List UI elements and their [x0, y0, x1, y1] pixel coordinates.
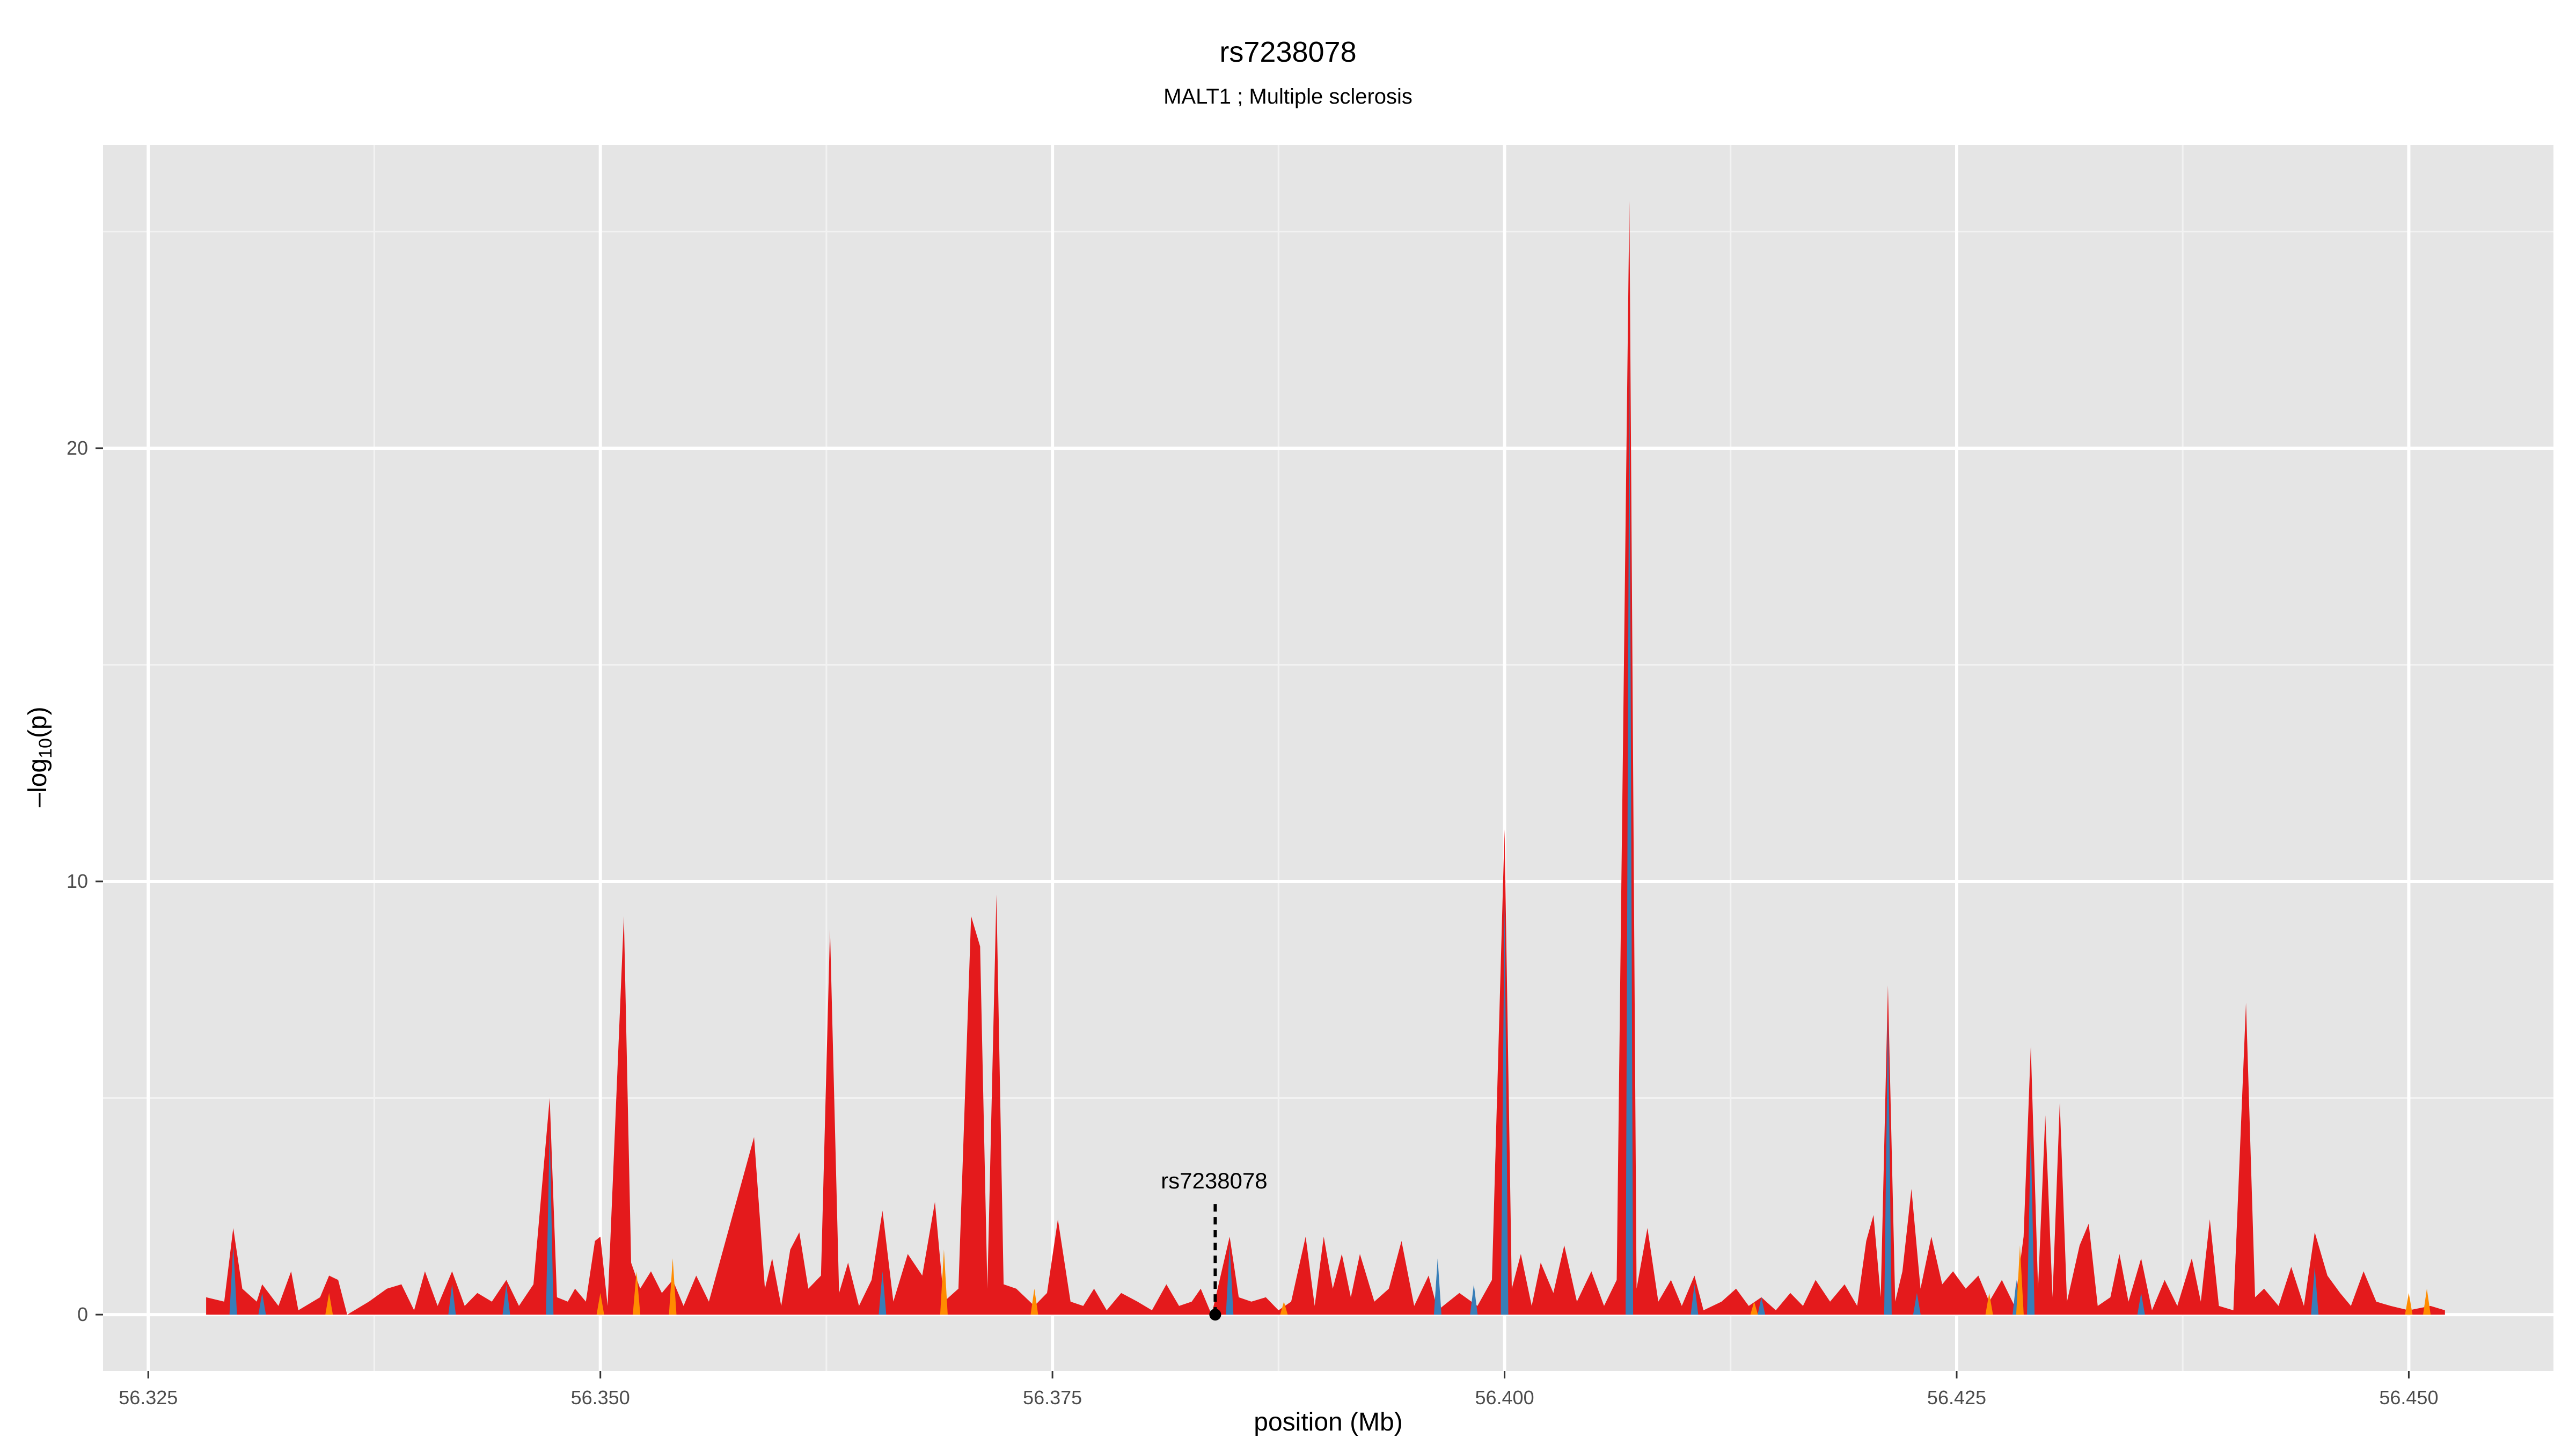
- series-spike-blue: [546, 1128, 554, 1315]
- series-spike-blue: [1470, 1284, 1478, 1315]
- series-spike-blue: [879, 1271, 887, 1315]
- series-spike-blue: [258, 1293, 266, 1315]
- series-spike-orange: [325, 1293, 333, 1315]
- series-spike-orange: [1030, 1288, 1038, 1315]
- x-tick-label: 56.400: [1475, 1387, 1534, 1409]
- x-tick-label: 56.450: [2379, 1387, 2438, 1409]
- x-tick-label: 56.425: [1927, 1387, 1986, 1409]
- series-spike-blue: [1758, 1297, 1766, 1315]
- series-spike-blue: [1501, 903, 1509, 1315]
- y-axis-label-suffix: (p): [24, 706, 52, 738]
- plot-panel-background: [103, 145, 2553, 1371]
- y-axis-label-prefix: –log: [24, 758, 52, 807]
- series-spike-orange: [596, 1293, 604, 1315]
- series-spike-blue: [1884, 1016, 1892, 1315]
- series-spike-blue: [2027, 1133, 2035, 1315]
- y-axis-label: –log10(p): [24, 706, 56, 807]
- y-axis: 0 10 20: [67, 437, 103, 1325]
- series-spike-orange: [2405, 1293, 2413, 1315]
- series-layer: [206, 201, 2445, 1315]
- series-spike-blue: [1226, 1245, 1234, 1315]
- series-spike-blue: [1913, 1293, 1921, 1315]
- series-spike-orange: [940, 1250, 948, 1315]
- chart-title: rs7238078: [1219, 36, 1356, 68]
- annotation-point: [1209, 1309, 1221, 1321]
- series-spike-orange: [1750, 1301, 1758, 1315]
- series-spike-orange: [1280, 1301, 1288, 1315]
- x-tick-label: 56.325: [119, 1387, 178, 1409]
- series-spike-orange: [669, 1258, 677, 1315]
- y-axis-label-subscript: 10: [35, 738, 56, 758]
- series-spike-orange: [1985, 1293, 1993, 1315]
- series-spike-blue: [2137, 1293, 2145, 1315]
- annotation-label: rs7238078: [1161, 1168, 1268, 1193]
- x-axis-label: position (Mb): [1254, 1408, 1402, 1436]
- series-spike-blue: [448, 1284, 456, 1315]
- series-spike-blue: [2311, 1267, 2319, 1315]
- series-spike-blue: [502, 1284, 510, 1315]
- x-tick-label: 56.375: [1023, 1387, 1082, 1409]
- series-spike-blue: [229, 1245, 237, 1315]
- series-spike-orange: [2423, 1288, 2431, 1315]
- annotation-layer: rs7238078: [1161, 1168, 1268, 1321]
- series-spike-orange: [2016, 1245, 2024, 1315]
- x-axis: 56.325 56.350 56.375 56.400 56.425 56.450: [119, 1371, 2438, 1409]
- chart-subtitle: MALT1 ; Multiple sclerosis: [1163, 85, 1413, 108]
- y-tick-label: 10: [67, 870, 88, 892]
- x-tick-label: 56.350: [571, 1387, 630, 1409]
- series-spike-blue: [1690, 1284, 1699, 1315]
- y-tick-label: 20: [67, 437, 88, 459]
- series-spike-blue: [1433, 1258, 1441, 1315]
- series-spike-orange: [633, 1271, 641, 1315]
- series-spike-blue: [1626, 361, 1634, 1315]
- y-tick-label: 0: [77, 1303, 88, 1325]
- grid-minor: [103, 145, 2553, 1371]
